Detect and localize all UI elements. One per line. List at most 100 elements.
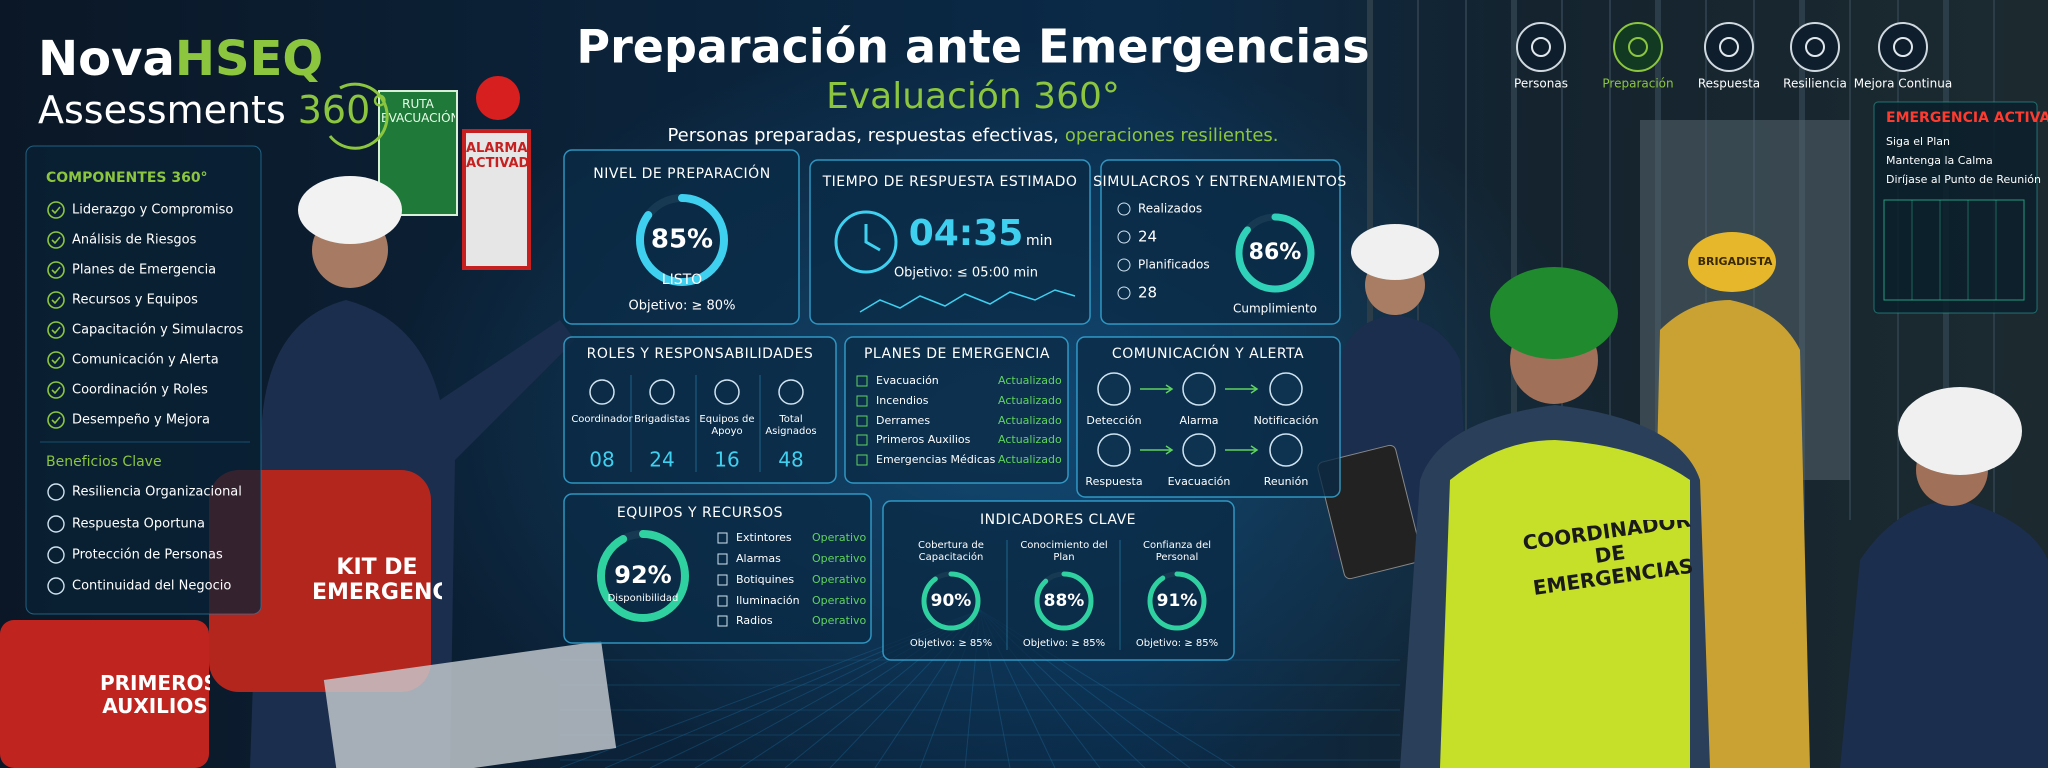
card-title: COMUNICACIÓN Y ALERTA [1112, 344, 1304, 362]
gauge-arc [1147, 571, 1207, 631]
nav-glyph [1805, 37, 1825, 57]
logo-ring [328, 82, 389, 150]
benefit-icon [47, 546, 65, 564]
tagline-text: Personas preparadas, respuestas efectiva… [667, 125, 1058, 146]
component-item: Desempeño y Mejora [72, 413, 210, 428]
indicator-label: Confianza del Personal [1142, 540, 1212, 563]
first-aid-text: PRIMEROS AUXILIOS [100, 672, 210, 718]
step-label: Evacuación [1168, 475, 1231, 488]
component-item: Liderazgo y Compromiso [72, 203, 233, 218]
step-label: Reunión [1264, 475, 1309, 488]
row-label: Planificados [1138, 258, 1210, 272]
component-item: Análisis de Riesgos [72, 233, 197, 248]
component-item: Comunicación y Alerta [72, 353, 219, 368]
check-icon [47, 321, 65, 339]
helmet [1351, 224, 1439, 280]
role-value: 08 [589, 448, 614, 472]
vest [1440, 440, 1690, 768]
nav-icon[interactable] [1878, 22, 1928, 72]
equip-status: Operativo [812, 531, 867, 544]
nav-glyph [1893, 37, 1913, 57]
first-aid-box [0, 620, 209, 768]
checkbox [856, 375, 868, 387]
plan-label: Derrames [876, 414, 930, 427]
gauge-label: 86% [1249, 240, 1302, 265]
check-mark [51, 296, 61, 305]
alert-item: Diríjase al Punto de Reunión [1886, 173, 2041, 186]
check-icon [47, 291, 65, 309]
arrow [1225, 445, 1259, 455]
nav-label[interactable]: Respuesta [1698, 77, 1760, 91]
equip-label: Extintores [736, 531, 792, 544]
equip-label: Botiquines [736, 573, 794, 586]
card [563, 149, 800, 325]
plan-label: Incendios [876, 394, 929, 407]
nav-icon[interactable] [1704, 22, 1754, 72]
step-icon [1182, 433, 1216, 467]
equip-label: Iluminación [736, 594, 800, 607]
check-mark [51, 386, 61, 395]
gauge-arc [1034, 571, 1094, 631]
row-value: 24 [1138, 228, 1157, 246]
helmet [1898, 387, 2022, 475]
nav-icon[interactable] [1613, 22, 1663, 72]
check-mark [51, 206, 61, 215]
plan-status: Actualizado [998, 433, 1062, 446]
role-value: 16 [714, 448, 739, 472]
card-title: EQUIPOS Y RECURSOS [617, 505, 783, 521]
item-icon [717, 574, 728, 586]
row-icon [1117, 286, 1131, 300]
gauge-arc [636, 194, 728, 286]
step-label: Alarma [1179, 414, 1218, 427]
subtitle: Evaluación 360° [826, 76, 1120, 117]
nav-icon[interactable] [1516, 22, 1566, 72]
indicator-label: Cobertura de Capacitación [918, 540, 984, 563]
nav-label[interactable]: Mejora Continua [1854, 77, 1952, 91]
panel-title: COMPONENTES 360° [46, 170, 208, 186]
equip-status: Operativo [812, 594, 867, 607]
step-icon [1097, 433, 1131, 467]
plan-label: Evacuación [876, 374, 939, 387]
check-icon [47, 351, 65, 369]
gauge-arc [921, 571, 981, 631]
gauge-label: 92% [614, 561, 671, 589]
helmet [1490, 267, 1618, 359]
nav-label[interactable]: Resiliencia [1783, 77, 1847, 91]
nav-label[interactable]: Preparación [1602, 77, 1673, 91]
checkbox [856, 434, 868, 446]
role-label: Coordinador [571, 414, 633, 425]
card [1100, 159, 1341, 325]
logo-hseq: HSEQ [175, 31, 323, 87]
benefit-icon [47, 483, 65, 501]
equip-status: Operativo [812, 573, 867, 586]
gauge-arc [597, 530, 689, 622]
check-mark [51, 326, 61, 335]
role-icon [714, 379, 740, 405]
alarm-light [476, 76, 520, 120]
component-item: Recursos y Equipos [72, 293, 198, 308]
check-mark [51, 236, 61, 245]
gauge-label: 91% [1157, 591, 1198, 611]
target: Objetivo: ≥ 85% [910, 638, 992, 649]
time-value: 04:35 [909, 213, 1024, 254]
card-title: INDICADORES CLAVE [980, 512, 1136, 528]
alarm-sign [462, 129, 531, 270]
gauge-label: 90% [931, 591, 972, 611]
role-label-box: Equipos de Apoyo [699, 414, 754, 437]
plan-label: Emergencias Médicas [876, 453, 996, 466]
product-name: Assessments [38, 88, 286, 132]
clock-icon [834, 210, 898, 274]
role-label-box: Total Asignados [765, 414, 816, 437]
role-label: Brigadistas [634, 414, 690, 425]
route-sign-text-box: RUTA EVACUACIÓN [381, 98, 455, 125]
item-icon [717, 615, 728, 627]
item-icon [717, 532, 728, 544]
nav-label[interactable]: Personas [1514, 77, 1568, 91]
step-icon [1269, 372, 1303, 406]
alert-panel [1873, 101, 2038, 314]
nav-icon[interactable] [1790, 22, 1840, 72]
product-360: 360° [298, 88, 390, 132]
arrow [1140, 384, 1174, 394]
benefit-item: Continuidad del Negocio [72, 579, 231, 594]
check-mark [51, 416, 61, 425]
